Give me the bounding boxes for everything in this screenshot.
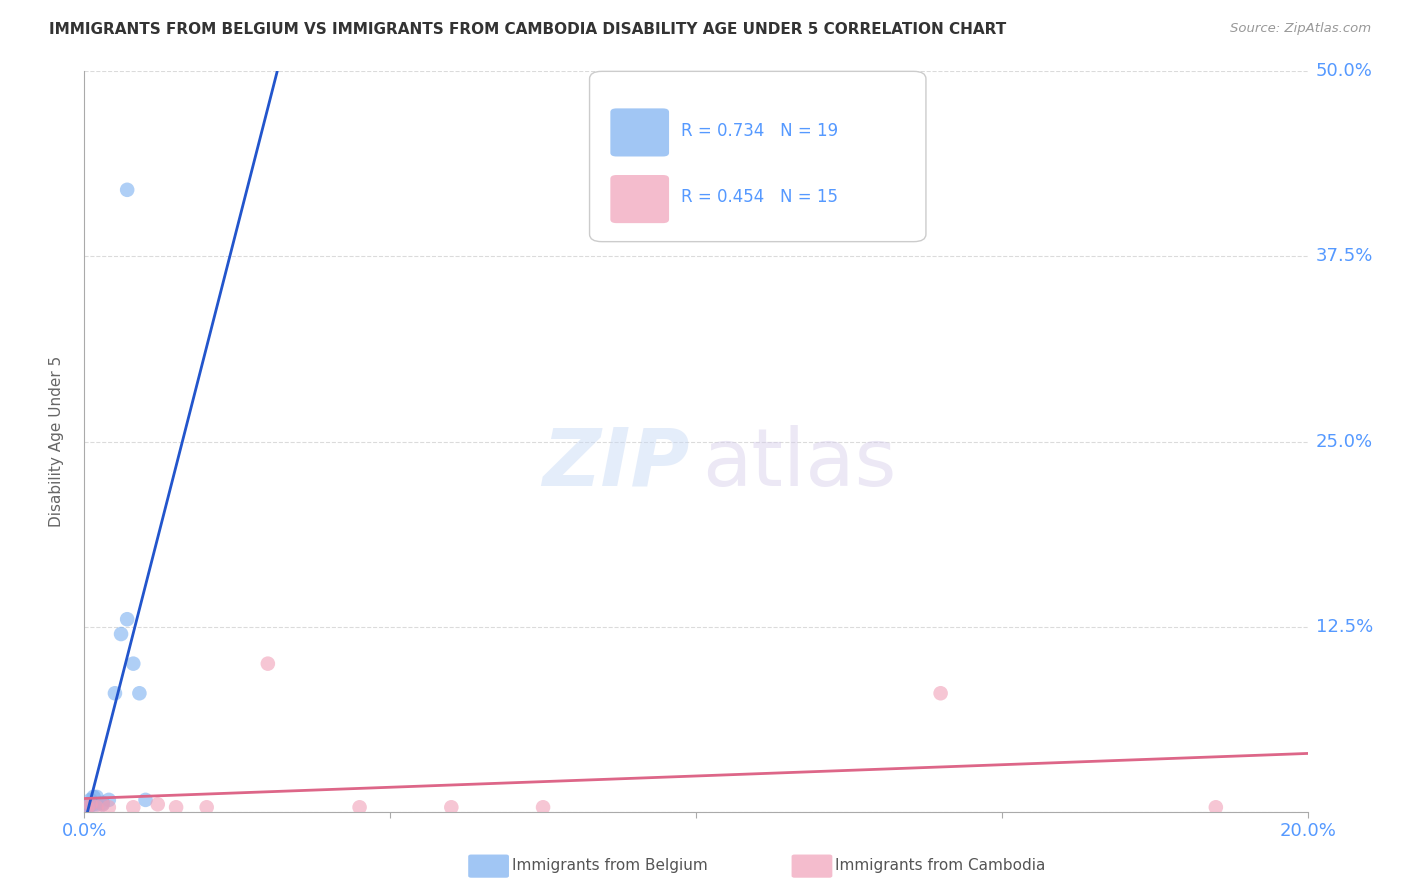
Text: Immigrants from Cambodia: Immigrants from Cambodia [835, 858, 1046, 872]
Point [257, 657, 280, 671]
Point [91, 796, 114, 810]
FancyBboxPatch shape [610, 109, 669, 156]
Point [104, 686, 127, 700]
Point [195, 800, 218, 814]
Text: 37.5%: 37.5% [1316, 247, 1374, 266]
Point [122, 800, 145, 814]
Y-axis label: Disability Age Under 5: Disability Age Under 5 [49, 356, 63, 527]
Point [79, 793, 101, 807]
Point [115, 612, 138, 626]
Point [146, 797, 169, 812]
Point [165, 800, 187, 814]
Point [349, 800, 371, 814]
Text: Source: ZipAtlas.com: Source: ZipAtlas.com [1230, 22, 1371, 36]
Point [91, 797, 114, 812]
Point [1205, 800, 1227, 814]
Point [115, 183, 138, 197]
Text: 50.0%: 50.0% [1316, 62, 1372, 80]
Text: 12.5%: 12.5% [1316, 617, 1374, 636]
Point [86, 797, 108, 812]
Text: Immigrants from Belgium: Immigrants from Belgium [512, 858, 707, 872]
Point [75, 800, 97, 814]
Point [83, 797, 105, 812]
Point [86, 789, 108, 804]
Point [929, 686, 952, 700]
Text: atlas: atlas [702, 425, 897, 503]
Point [76, 800, 98, 814]
Point [110, 627, 132, 641]
Text: IMMIGRANTS FROM BELGIUM VS IMMIGRANTS FROM CAMBODIA DISABILITY AGE UNDER 5 CORRE: IMMIGRANTS FROM BELGIUM VS IMMIGRANTS FR… [49, 22, 1007, 37]
FancyBboxPatch shape [589, 71, 927, 242]
Point [440, 800, 463, 814]
Text: ZIP: ZIP [543, 425, 690, 503]
Point [97, 800, 120, 814]
Text: 25.0%: 25.0% [1316, 433, 1374, 450]
Point [97, 793, 120, 807]
Point [122, 657, 145, 671]
Text: R = 0.454   N = 15: R = 0.454 N = 15 [682, 188, 838, 206]
Point [79, 797, 101, 812]
Point [86, 800, 108, 814]
Point [91, 797, 114, 812]
Point [79, 797, 101, 812]
FancyBboxPatch shape [610, 175, 669, 223]
Point [531, 800, 554, 814]
Point [83, 789, 105, 804]
Point [77, 800, 100, 814]
Point [135, 793, 157, 807]
Text: R = 0.734   N = 19: R = 0.734 N = 19 [682, 121, 838, 139]
Point [76, 800, 98, 814]
Point [128, 686, 150, 700]
